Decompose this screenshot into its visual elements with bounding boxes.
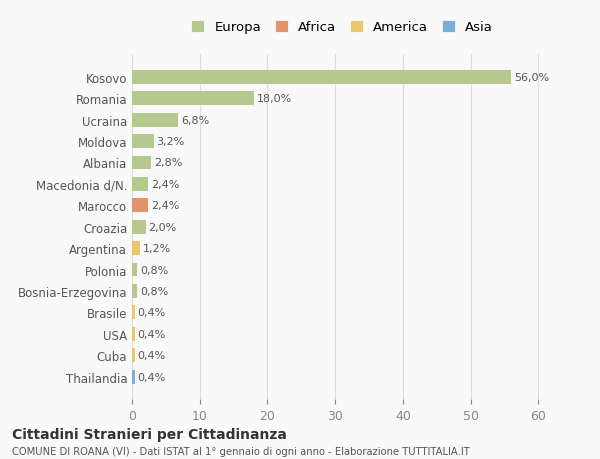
Bar bbox=[132, 199, 148, 213]
Bar bbox=[132, 71, 511, 84]
Text: 0,4%: 0,4% bbox=[137, 308, 166, 318]
Text: 2,0%: 2,0% bbox=[148, 222, 176, 232]
Text: 2,4%: 2,4% bbox=[151, 201, 179, 211]
Bar bbox=[132, 178, 148, 191]
Text: 3,2%: 3,2% bbox=[157, 137, 185, 147]
Legend: Europa, Africa, America, Asia: Europa, Africa, America, Asia bbox=[187, 17, 497, 38]
Text: 18,0%: 18,0% bbox=[257, 94, 292, 104]
Text: 0,4%: 0,4% bbox=[137, 350, 166, 360]
Text: 0,4%: 0,4% bbox=[137, 372, 166, 382]
Text: 1,2%: 1,2% bbox=[143, 244, 171, 253]
Bar bbox=[132, 284, 137, 298]
Text: 2,4%: 2,4% bbox=[151, 179, 179, 190]
Bar bbox=[132, 135, 154, 149]
Text: 0,4%: 0,4% bbox=[137, 329, 166, 339]
Bar bbox=[132, 156, 151, 170]
Bar bbox=[132, 113, 178, 127]
Text: 2,8%: 2,8% bbox=[154, 158, 182, 168]
Text: 0,8%: 0,8% bbox=[140, 286, 169, 296]
Bar bbox=[132, 220, 146, 234]
Bar bbox=[132, 348, 135, 362]
Text: 0,8%: 0,8% bbox=[140, 265, 169, 275]
Bar bbox=[132, 241, 140, 256]
Text: 6,8%: 6,8% bbox=[181, 115, 209, 125]
Bar bbox=[132, 263, 137, 277]
Bar bbox=[132, 306, 135, 319]
Bar bbox=[132, 370, 135, 384]
Text: Cittadini Stranieri per Cittadinanza: Cittadini Stranieri per Cittadinanza bbox=[12, 427, 287, 442]
Text: COMUNE DI ROANA (VI) - Dati ISTAT al 1° gennaio di ogni anno - Elaborazione TUTT: COMUNE DI ROANA (VI) - Dati ISTAT al 1° … bbox=[12, 447, 470, 456]
Bar bbox=[132, 92, 254, 106]
Text: 56,0%: 56,0% bbox=[514, 73, 549, 83]
Bar bbox=[132, 327, 135, 341]
